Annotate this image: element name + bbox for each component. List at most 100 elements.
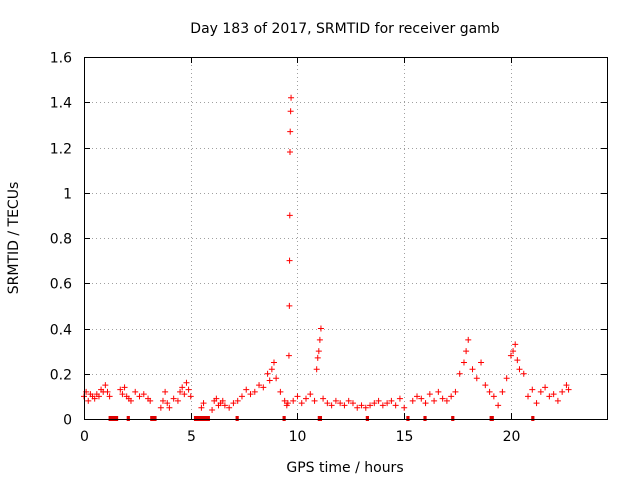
data-point [460, 359, 467, 366]
data-point [512, 341, 519, 348]
data-point [542, 384, 549, 391]
data-gap-marker [317, 416, 323, 421]
grid [84, 57, 607, 419]
y-tick-label: 1.2 [50, 142, 72, 158]
data-point [320, 395, 327, 402]
data-point [435, 388, 442, 395]
data-point [185, 386, 192, 393]
data-point [243, 386, 250, 393]
data-point [288, 94, 295, 101]
data-point [426, 391, 433, 398]
data-point [286, 302, 293, 309]
data-point [247, 391, 254, 398]
x-axis-title: GPS time / hours [286, 460, 403, 476]
data-point [478, 359, 485, 366]
data-point [316, 336, 323, 343]
data-point [533, 400, 540, 407]
data-point [314, 354, 321, 361]
data-gap-marker [126, 416, 130, 421]
data-point [456, 370, 463, 377]
y-tick-label: 1.6 [50, 51, 72, 67]
data-point [469, 366, 476, 373]
data-point [91, 395, 98, 402]
data-point [465, 336, 472, 343]
data-point [213, 395, 220, 402]
data-point [525, 393, 532, 400]
data-gaps [108, 416, 535, 421]
data-point [341, 402, 348, 409]
data-point [324, 400, 331, 407]
data-point [307, 391, 314, 398]
data-point [183, 379, 190, 386]
x-tick-label: 10 [289, 429, 307, 445]
data-point [473, 375, 480, 382]
data-point [546, 393, 553, 400]
x-tick-label: 15 [396, 429, 414, 445]
data-point [563, 382, 570, 389]
data-point [439, 395, 446, 402]
data-point [463, 348, 470, 355]
data-point [159, 397, 166, 404]
data-point [221, 402, 228, 409]
data-point [384, 400, 391, 407]
data-gap-marker [406, 416, 410, 421]
data-point [174, 397, 181, 404]
data-point [287, 128, 294, 135]
data-point [181, 391, 188, 398]
data-point [140, 391, 147, 398]
data-point [313, 366, 320, 373]
x-tick-label: 20 [503, 429, 521, 445]
data-point [294, 393, 301, 400]
data-point [198, 404, 205, 411]
data-point [499, 388, 506, 395]
data-point [226, 404, 233, 411]
data-gap-marker [150, 416, 157, 421]
data-point [362, 404, 369, 411]
data-point [132, 388, 139, 395]
axis-ticks [84, 57, 607, 420]
data-point [409, 397, 416, 404]
data-point [554, 397, 561, 404]
data-point [371, 400, 378, 407]
data-point [354, 404, 361, 411]
data-point [311, 397, 318, 404]
data-point [529, 386, 536, 393]
data-point [260, 384, 267, 391]
data-point [164, 400, 171, 407]
data-point [520, 370, 527, 377]
data-point [121, 384, 128, 391]
data-point [277, 388, 284, 395]
data-point [162, 388, 169, 395]
data-point [503, 375, 510, 382]
data-point [264, 370, 271, 377]
data-point [287, 108, 294, 115]
data-gap-marker [282, 416, 286, 421]
x-tick-label: 0 [80, 429, 89, 445]
data-point [375, 397, 382, 404]
data-point [268, 366, 275, 373]
data-point [281, 397, 288, 404]
data-point [117, 386, 124, 393]
data-point [219, 397, 226, 404]
y-tick-label: 0.6 [50, 277, 72, 293]
data-point [516, 366, 523, 373]
data-point [510, 348, 517, 355]
data-point [490, 393, 497, 400]
data-point [106, 393, 113, 400]
data-point [166, 404, 173, 411]
data-point [290, 397, 297, 404]
data-point [559, 388, 566, 395]
data-point [251, 388, 258, 395]
data-point [486, 388, 493, 395]
data-gap-marker [108, 416, 119, 421]
chart-title: Day 183 of 2017, SRMTID for receiver gam… [190, 21, 500, 37]
data-point [495, 402, 502, 409]
data-point [177, 388, 184, 395]
data-point [266, 377, 273, 384]
data-point [328, 402, 335, 409]
y-tick-label: 0.4 [50, 323, 72, 339]
data-point [104, 388, 111, 395]
data-point [422, 400, 429, 407]
data-point [238, 393, 245, 400]
